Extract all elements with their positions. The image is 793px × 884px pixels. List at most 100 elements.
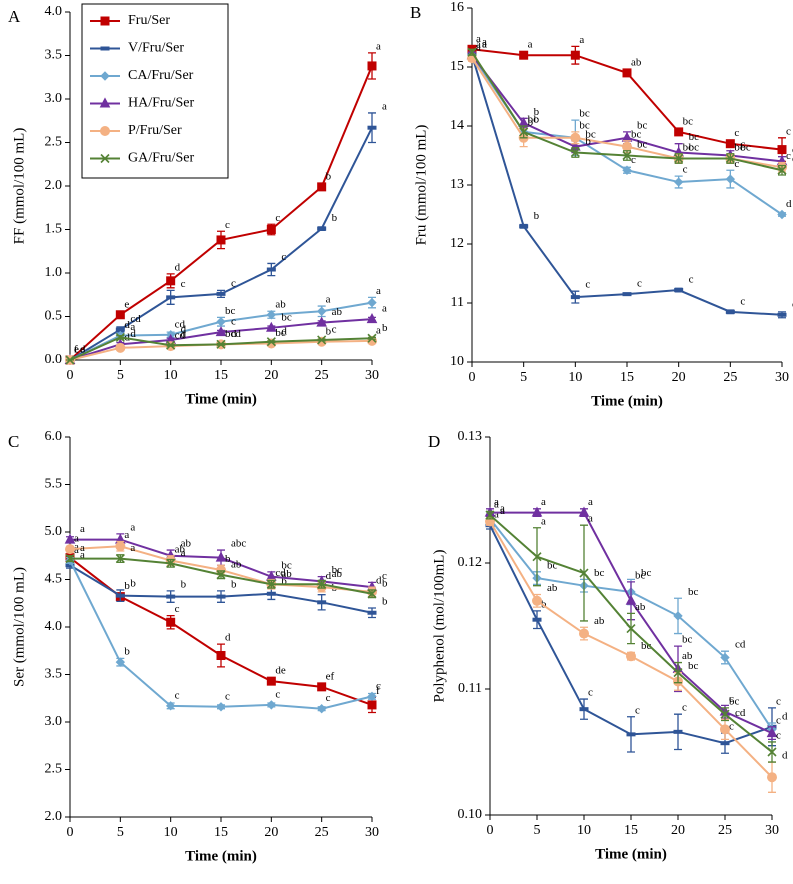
significance-letter: c xyxy=(175,689,180,701)
legend-label: GA/Fru/Ser xyxy=(128,151,194,166)
y-tick-label: 16 xyxy=(450,0,464,15)
significance-letter: bc xyxy=(281,559,292,571)
significance-letter: a xyxy=(130,321,135,333)
marker xyxy=(317,182,327,192)
marker xyxy=(767,772,777,783)
x-tick-label: 25 xyxy=(718,823,732,838)
significance-letter: bc xyxy=(579,119,590,131)
y-tick-label: 13 xyxy=(450,177,464,192)
significance-letter: a xyxy=(579,34,584,46)
y-tick-label: 0.10 xyxy=(458,807,483,822)
marker xyxy=(777,165,787,175)
marker xyxy=(216,339,226,349)
marker xyxy=(216,651,226,660)
marker xyxy=(519,50,529,60)
significance-letter: ab xyxy=(332,306,343,318)
significance-letter: bc xyxy=(631,128,642,140)
y-tick-label: 4.5 xyxy=(45,572,63,587)
significance-letter: b xyxy=(326,325,332,337)
marker xyxy=(216,317,226,327)
significance-letter: b xyxy=(181,578,187,590)
x-axis-label: Time (min) xyxy=(185,391,257,407)
significance-letter: ab xyxy=(332,568,343,580)
marker xyxy=(115,332,125,342)
marker xyxy=(115,541,126,552)
significance-letter: c xyxy=(776,729,781,741)
marker xyxy=(266,579,276,589)
significance-letter: b xyxy=(534,106,540,118)
legend-marker xyxy=(100,153,110,164)
significance-letter: c xyxy=(776,714,781,726)
panel: C 2.0 2.5 3.0 3.5 4.0 4.5 5.0 5.5 6.0 0 5 10 15 20 25 30… xyxy=(8,429,388,864)
marker xyxy=(115,593,125,598)
significance-letter: bc xyxy=(528,114,539,126)
marker xyxy=(367,700,377,710)
marker xyxy=(622,165,632,175)
x-tick-label: 15 xyxy=(624,823,638,838)
marker xyxy=(519,127,529,137)
marker xyxy=(532,595,542,606)
significance-letter: c xyxy=(225,690,230,702)
significance-letter: b xyxy=(534,210,540,222)
marker xyxy=(720,741,730,746)
significance-letter: b xyxy=(225,553,231,565)
significance-letter: a xyxy=(482,39,487,51)
marker xyxy=(767,747,777,757)
significance-letter: bc xyxy=(594,567,605,579)
marker xyxy=(216,594,226,599)
y-axis-label: Ser (mmol/100 mL) xyxy=(11,567,27,687)
significance-letter: c xyxy=(682,702,687,714)
x-tick-label: 15 xyxy=(620,370,634,385)
significance-letter: a xyxy=(376,324,381,336)
significance-letter: ab xyxy=(281,568,292,580)
y-tick-label: 2.0 xyxy=(45,809,63,824)
panel-label: D xyxy=(428,432,440,451)
marker xyxy=(485,510,495,520)
marker xyxy=(266,676,276,686)
marker xyxy=(622,292,632,297)
panel: A 0.0 0.5 1.0 1.5 2.0 2.5 3.0 3.5 4.0 0 5 10 15 20 25 30… xyxy=(8,3,388,407)
marker xyxy=(467,47,477,57)
y-axis-label: Fru (mmol/100 mL) xyxy=(413,125,429,246)
significance-letter: c xyxy=(729,721,734,733)
marker xyxy=(166,295,176,300)
significance-letter: d xyxy=(124,331,130,343)
x-tick-label: 15 xyxy=(214,368,228,383)
significance-letter: bc xyxy=(683,115,694,127)
significance-letter: d xyxy=(231,328,237,340)
marker xyxy=(725,139,735,149)
series-line xyxy=(471,54,783,316)
panel: B 10 11 12 13 14 15 16 0 5 10 15 20 25 30 Time (min) Fru… xyxy=(410,0,793,409)
x-tick-label: 10 xyxy=(164,368,178,383)
panel-label: A xyxy=(8,7,21,26)
significance-letter: c xyxy=(332,324,337,336)
significance-letter: bc xyxy=(689,141,700,153)
y-tick-label: 6.0 xyxy=(45,429,63,444)
significance-letter: bc xyxy=(332,564,343,576)
marker xyxy=(317,579,327,589)
marker xyxy=(725,174,736,184)
significance-letter: a xyxy=(80,523,85,535)
marker xyxy=(720,709,730,719)
marker xyxy=(777,209,787,220)
x-tick-label: 0 xyxy=(67,368,74,383)
significance-letter: b xyxy=(130,577,136,589)
marker xyxy=(532,617,542,622)
marker xyxy=(65,544,75,555)
significance-letter: a xyxy=(181,547,186,559)
significance-letter: c xyxy=(740,138,745,150)
y-axis-label: Polyphenol (mol/100mL) xyxy=(431,550,447,703)
x-tick-label: 5 xyxy=(117,368,124,383)
legend-label: P/Fru/Ser xyxy=(128,123,182,138)
significance-letter: c xyxy=(689,274,694,286)
significance-letter: d xyxy=(782,711,788,723)
marker xyxy=(266,310,277,320)
marker xyxy=(570,132,581,143)
legend-label: V/Fru/Ser xyxy=(128,41,184,56)
significance-letter: bc xyxy=(734,141,745,153)
significance-letter: bc xyxy=(547,559,558,571)
significance-letter: bc xyxy=(225,305,236,317)
x-tick-label: 25 xyxy=(315,825,329,840)
marker xyxy=(115,657,126,667)
y-tick-label: 15 xyxy=(450,59,464,74)
